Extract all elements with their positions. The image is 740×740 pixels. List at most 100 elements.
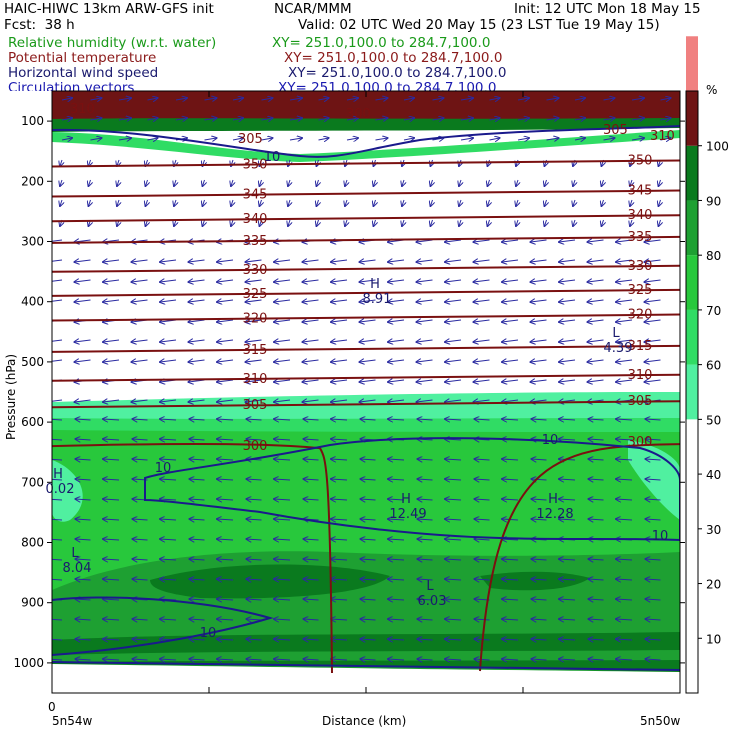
- wind-vector: [217, 260, 234, 262]
- theta-contour: [52, 344, 680, 353]
- wind-vector: [588, 260, 604, 262]
- wind-vector: [559, 260, 576, 262]
- theta-top-label: 300: [346, 107, 371, 122]
- wind-vector: [588, 320, 604, 322]
- wind-vector: [660, 118, 671, 120]
- wind-vector: [488, 219, 490, 226]
- wind-vector: [474, 400, 490, 402]
- wind-vector: [217, 619, 234, 620]
- wind-vector: [502, 459, 519, 460]
- wind-vector: [90, 98, 102, 100]
- y-tick-label: 400: [21, 295, 44, 309]
- wind-vector: [546, 138, 559, 140]
- wind-vector: [274, 579, 291, 580]
- wind-vector: [60, 199, 62, 206]
- wind-vector: [52, 438, 63, 441]
- wind-vector: [588, 360, 604, 362]
- field-name-theta: Potential temperature: [8, 50, 157, 66]
- x-axis-label: Distance (km): [322, 714, 406, 728]
- wind-vector: [217, 599, 234, 600]
- wind-vector: [52, 478, 63, 481]
- wind-vector: [502, 360, 519, 362]
- wind-vector: [616, 619, 633, 620]
- wind-vector: [304, 659, 319, 660]
- wind-vector: [459, 179, 461, 186]
- wind-vector: [90, 138, 102, 140]
- wind-vector: [274, 639, 291, 640]
- wind-vector: [76, 639, 91, 640]
- rh-band-sfc-light: [52, 650, 680, 662]
- wind-vector: [117, 199, 119, 206]
- wind-vector: [217, 659, 234, 660]
- wind-vector: [160, 619, 177, 620]
- wind-vector: [132, 300, 148, 302]
- wind-vector: [331, 459, 348, 460]
- wind-vector: [133, 579, 148, 580]
- wind-vector: [475, 519, 490, 520]
- wind-vector: [388, 499, 405, 500]
- wind-vector: [475, 539, 490, 540]
- wind-vector: [103, 619, 120, 620]
- field-name-rh: Relative humidity (w.r.t. water): [8, 35, 217, 51]
- wind-vector: [190, 599, 205, 600]
- wind-vector: [445, 539, 462, 540]
- wind-vector: [388, 320, 405, 322]
- wind-vector: [532, 419, 547, 420]
- wind-vector: [261, 138, 273, 140]
- wind-vector: [646, 599, 661, 600]
- wind-vector: [160, 260, 177, 262]
- wind-vector: [388, 459, 405, 460]
- wind-vector: [189, 340, 205, 342]
- wind-vector: [646, 619, 661, 620]
- wind-vector: [361, 459, 376, 460]
- wind-vector: [646, 579, 661, 580]
- wind-vector: [246, 360, 262, 362]
- wind-vector: [645, 240, 661, 242]
- wind-vector: [559, 479, 576, 480]
- wind-vector: [317, 199, 319, 206]
- wind-vector: [418, 539, 433, 540]
- wind-vector: [388, 380, 405, 382]
- wind-vector: [531, 320, 547, 322]
- wind-vector: [274, 340, 291, 342]
- wind-vector: [76, 439, 91, 440]
- theta-label-left: 340: [243, 212, 268, 227]
- wind-vector: [103, 559, 120, 560]
- wind-vector: [147, 118, 158, 120]
- wind-vector: [531, 340, 547, 342]
- theta-label-right: 300: [628, 435, 653, 450]
- wind-vector: [304, 479, 319, 480]
- wind-vector: [160, 579, 177, 580]
- wind-vector: [318, 118, 329, 120]
- wind-vector: [616, 300, 633, 302]
- wind-vector: [160, 659, 177, 660]
- wind-vector: [418, 659, 433, 660]
- wind-vector: [160, 519, 177, 520]
- y-tick-label: 700: [21, 475, 44, 489]
- wind-vector: [217, 579, 234, 580]
- wind-vector: [303, 340, 319, 342]
- wind-vector: [517, 98, 529, 100]
- theta-contour: [52, 189, 680, 198]
- wind-vector: [659, 179, 661, 186]
- extremum-marker: L: [426, 579, 434, 594]
- wind-vector: [375, 138, 388, 140]
- wind-vector: [616, 659, 633, 660]
- wind-vector: [303, 280, 319, 282]
- extremum-value: 8.04: [63, 561, 92, 576]
- wind-vector: [274, 439, 291, 440]
- wind-vector: [532, 639, 547, 640]
- wind-vector: [616, 419, 633, 420]
- wind-vector: [475, 479, 490, 480]
- wind-vector: [502, 400, 519, 402]
- theta-contour: [52, 159, 680, 168]
- wind-vector: [103, 280, 120, 282]
- wind-vector: [360, 260, 376, 262]
- wind-vector: [445, 360, 462, 362]
- theta-contour: [52, 400, 680, 409]
- wind-vector: [90, 118, 102, 120]
- wind-vector: [589, 459, 604, 460]
- wind-vector: [361, 499, 376, 500]
- wind-vector: [231, 179, 233, 186]
- wind-vector: [289, 118, 302, 120]
